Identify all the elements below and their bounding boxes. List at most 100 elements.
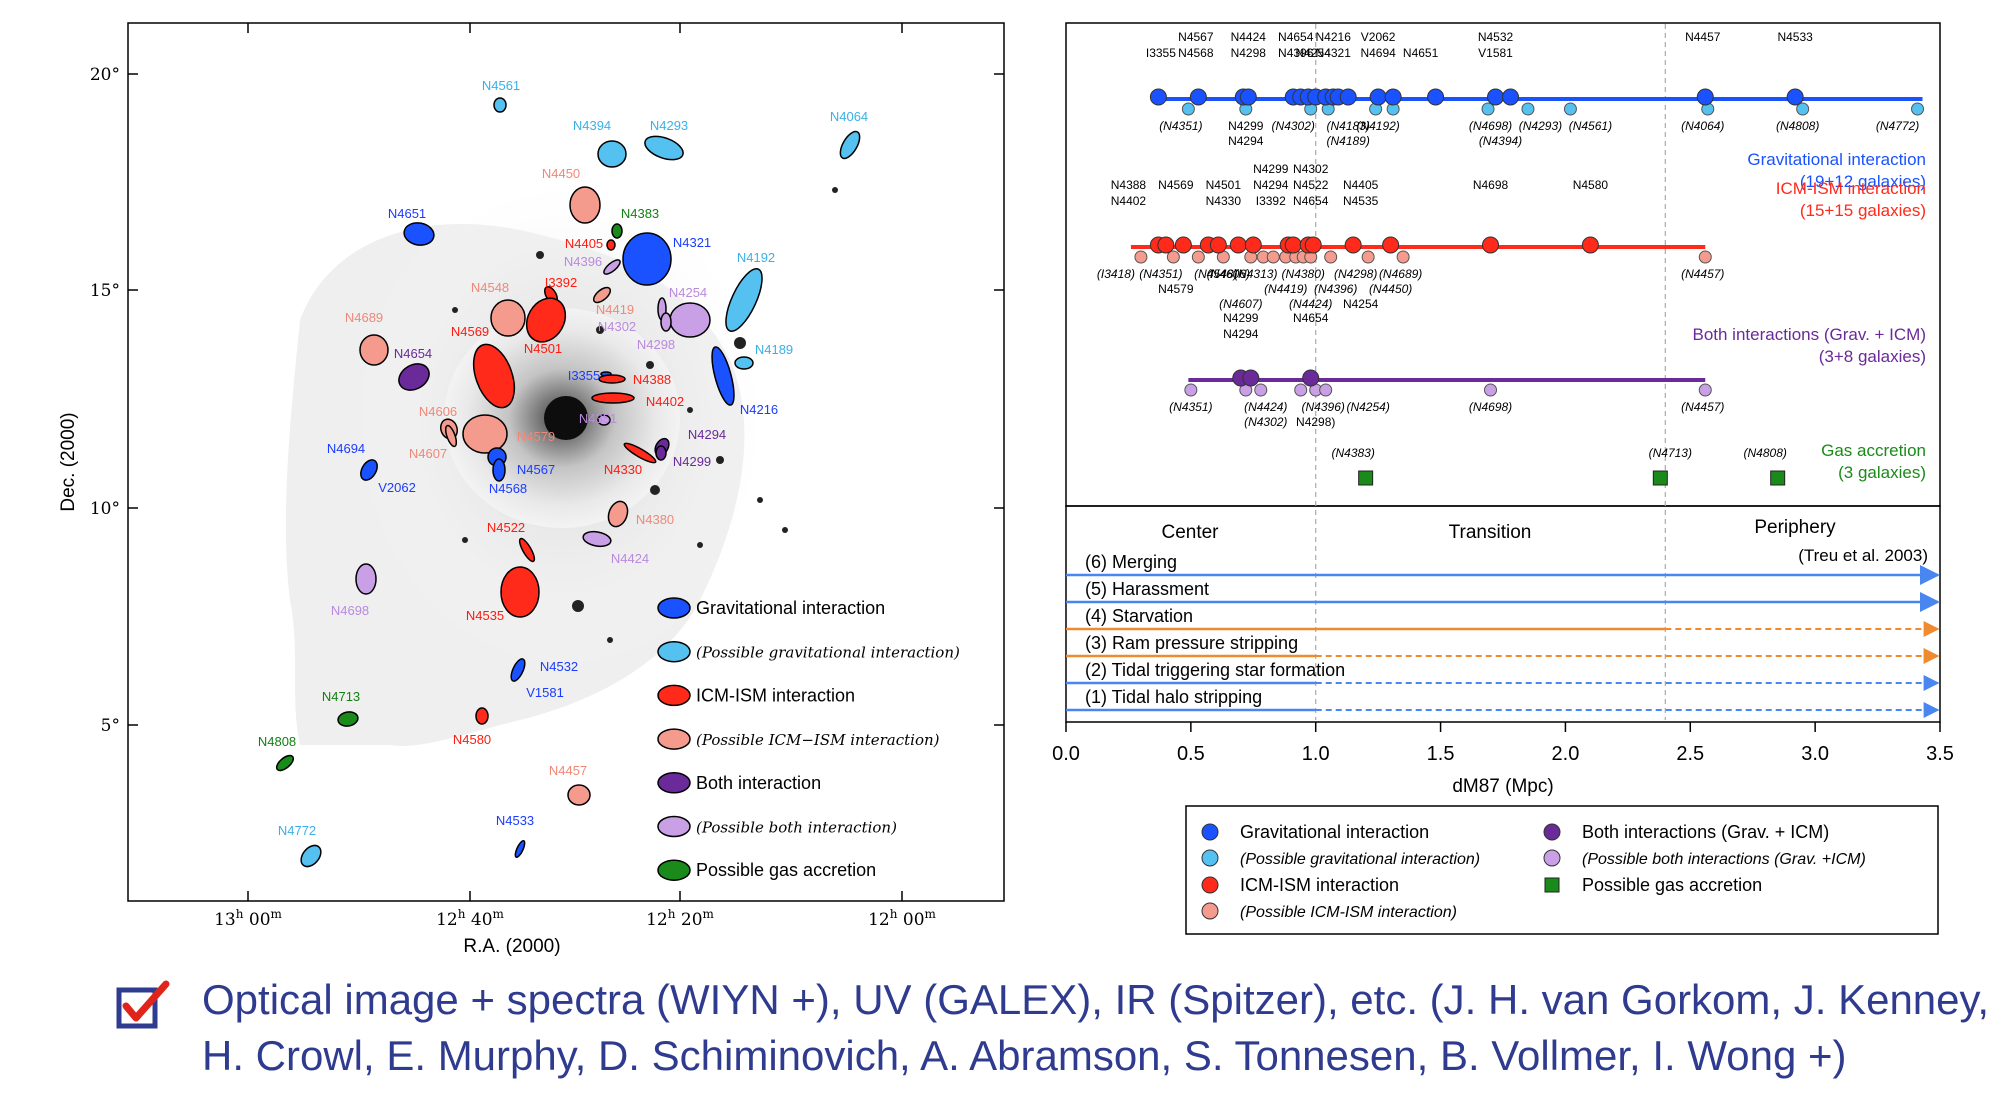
- chart-legend-label-0: Gravitational interaction: [1240, 822, 1429, 842]
- caption-line-2: H. Crowl, E. Murphy, D. Schiminovich, A.…: [202, 1032, 1847, 1079]
- below-label-0-11: (N4064): [1681, 119, 1724, 133]
- star-3: [572, 600, 584, 612]
- galaxy-n4396: [603, 259, 621, 275]
- galaxy-n4772: [300, 844, 322, 868]
- chart-legend-marker-0: [1201, 823, 1219, 841]
- galaxy-n4522: [518, 537, 536, 563]
- galaxy-label-n4419: N4419: [596, 302, 634, 317]
- point-3-2: [1770, 470, 1786, 486]
- below-label-2-4: N4298): [1296, 415, 1335, 429]
- galaxy-n4651: [403, 222, 435, 246]
- galaxy-n4698: [355, 563, 377, 595]
- galaxy-n4713: [337, 711, 359, 727]
- galaxy-n4064: [839, 130, 861, 160]
- mechanism-label-2: (4) Starvation: [1085, 606, 1193, 626]
- above-label-1-0-0: N4388: [1111, 178, 1147, 192]
- chart-legend: Gravitational interaction (Possible gravi…: [1201, 822, 1866, 921]
- point-0-3: [1239, 88, 1257, 106]
- star-0: [734, 337, 746, 349]
- reference-label: (Treu et al. 2003): [1798, 546, 1928, 565]
- below-label-1-4: (N4380): [1282, 267, 1325, 281]
- possible-point-0-11: [1911, 102, 1925, 116]
- galaxy-n4383: [611, 223, 623, 239]
- above-label-0-3-1: N4396: [1278, 46, 1314, 60]
- series-count-1: (15+15 galaxies): [1800, 201, 1926, 220]
- m87-center: [544, 396, 588, 440]
- above-label-0-7-1: V1581: [1478, 46, 1513, 60]
- below-label-2-0: (N4351): [1169, 400, 1212, 414]
- galaxy-n4568: [492, 458, 506, 482]
- galaxy-label-n4568: N4568: [489, 481, 527, 496]
- above-label-3-2: (N4808): [1744, 446, 1787, 460]
- galaxy-label-n4450: N4450: [542, 166, 580, 181]
- chart-legend-marker-2: [1201, 876, 1219, 894]
- galaxy-n4189: [734, 356, 754, 370]
- below-label-0-0: (N4351): [1159, 119, 1202, 133]
- galaxy-n4548: [490, 299, 526, 337]
- galaxy-label-n4293: N4293: [650, 118, 688, 133]
- chart-legend-label-5: (Possible both interactions (Grav. +ICM): [1582, 851, 1866, 868]
- below-label-2-1: (N4424): [1244, 400, 1287, 414]
- ytick-label-10: 10°: [90, 499, 120, 519]
- star-1: [650, 485, 660, 495]
- possible-point-1-2: [1191, 250, 1205, 264]
- star-8: [697, 542, 703, 548]
- galaxy-label-n4808: N4808: [258, 734, 296, 749]
- star-7: [536, 251, 544, 259]
- galaxy-label-v2062: V2062: [378, 480, 416, 495]
- point-3-1: [1652, 470, 1668, 486]
- checkbox-checked-icon: [116, 980, 170, 1029]
- chart-xtick-label-0: 0.0: [1052, 743, 1080, 765]
- chart-legend-label-2: ICM-ISM interaction: [1240, 875, 1399, 895]
- above-label-2-0-0: N4299: [1223, 311, 1259, 325]
- map-legend: Gravitational interaction (Possible gravi…: [657, 597, 960, 881]
- galaxy-label-n4569: N4569: [451, 324, 489, 339]
- galaxy-label-n4064: N4064: [830, 109, 868, 124]
- chart-xtick-label-3: 1.5: [1427, 743, 1455, 765]
- galaxy-label-n4380: N4380: [636, 512, 674, 527]
- legend-label-0: Gravitational interaction: [696, 598, 885, 618]
- possible-point-2-7: [1698, 383, 1712, 397]
- galaxy-n4419: [592, 286, 612, 304]
- below-label-0-4: (N4183): [1326, 119, 1369, 133]
- galaxy-n4330: [623, 442, 657, 464]
- above-label-1-2-1: N4330: [1206, 194, 1242, 208]
- legend-label-1: (Possible gravitational interaction): [696, 644, 960, 662]
- mechanism-label-4: (2) Tidal triggering star formation: [1085, 660, 1345, 680]
- mechanism-label-1: (5) Harassment: [1085, 579, 1209, 599]
- map-frame: [127, 22, 1005, 902]
- galaxy-n4388: [598, 374, 626, 384]
- point-1-5: [1229, 236, 1247, 254]
- above-label-0-2-1: N4298: [1231, 46, 1267, 60]
- ytick-label-15: 15°: [90, 281, 120, 301]
- below-label-1-13: (N4424): [1289, 297, 1332, 311]
- galaxy-n4405: [606, 239, 616, 251]
- below-label-1-3: (N4313): [1234, 267, 1277, 281]
- series-2: N4299 N4294 N4654 (N4351) (N4424)(N4302) (N43…: [1169, 311, 1926, 429]
- galaxy-label-n4567: N4567: [517, 462, 555, 477]
- caption-line-1: Optical image + spectra (WIYN +), UV (GA…: [202, 976, 1990, 1023]
- galaxy-n4216: [711, 346, 735, 406]
- map-axis-ticks: 20° 15° 10° 5° 13h 00m 12h 40m 12h 20m 12h 00m: [90, 23, 1004, 930]
- galaxy-n4535: [500, 566, 540, 618]
- galaxy-label-n4654: N4654: [394, 346, 432, 361]
- possible-point-1-0: [1134, 250, 1148, 264]
- galaxy-n4561: [493, 97, 507, 113]
- below-label-0-7: (N4698): [1469, 119, 1512, 133]
- galaxy-n4293: [644, 135, 684, 161]
- point-0-12: [1369, 88, 1387, 106]
- legend-marker-5: [657, 815, 691, 838]
- chart-legend-label-3: (Possible ICM-ISM interaction): [1240, 904, 1457, 921]
- chart-legend-label-6: Possible gas accretion: [1582, 875, 1762, 895]
- galaxy-label-n4694: N4694: [327, 441, 365, 456]
- galaxy-n4501: [525, 297, 567, 343]
- star-15: [782, 527, 788, 533]
- galaxy-label-i3392: I3392: [545, 275, 578, 290]
- below-label-1-2: (N4548): [1194, 267, 1237, 281]
- galaxy-n4689: [359, 334, 389, 366]
- galaxy-label-n4548: N4548: [471, 280, 509, 295]
- above-label-0-0-0: N4567: [1178, 30, 1214, 44]
- above-label-1-0-1: N4402: [1111, 194, 1147, 208]
- point-2-1: [1242, 369, 1260, 387]
